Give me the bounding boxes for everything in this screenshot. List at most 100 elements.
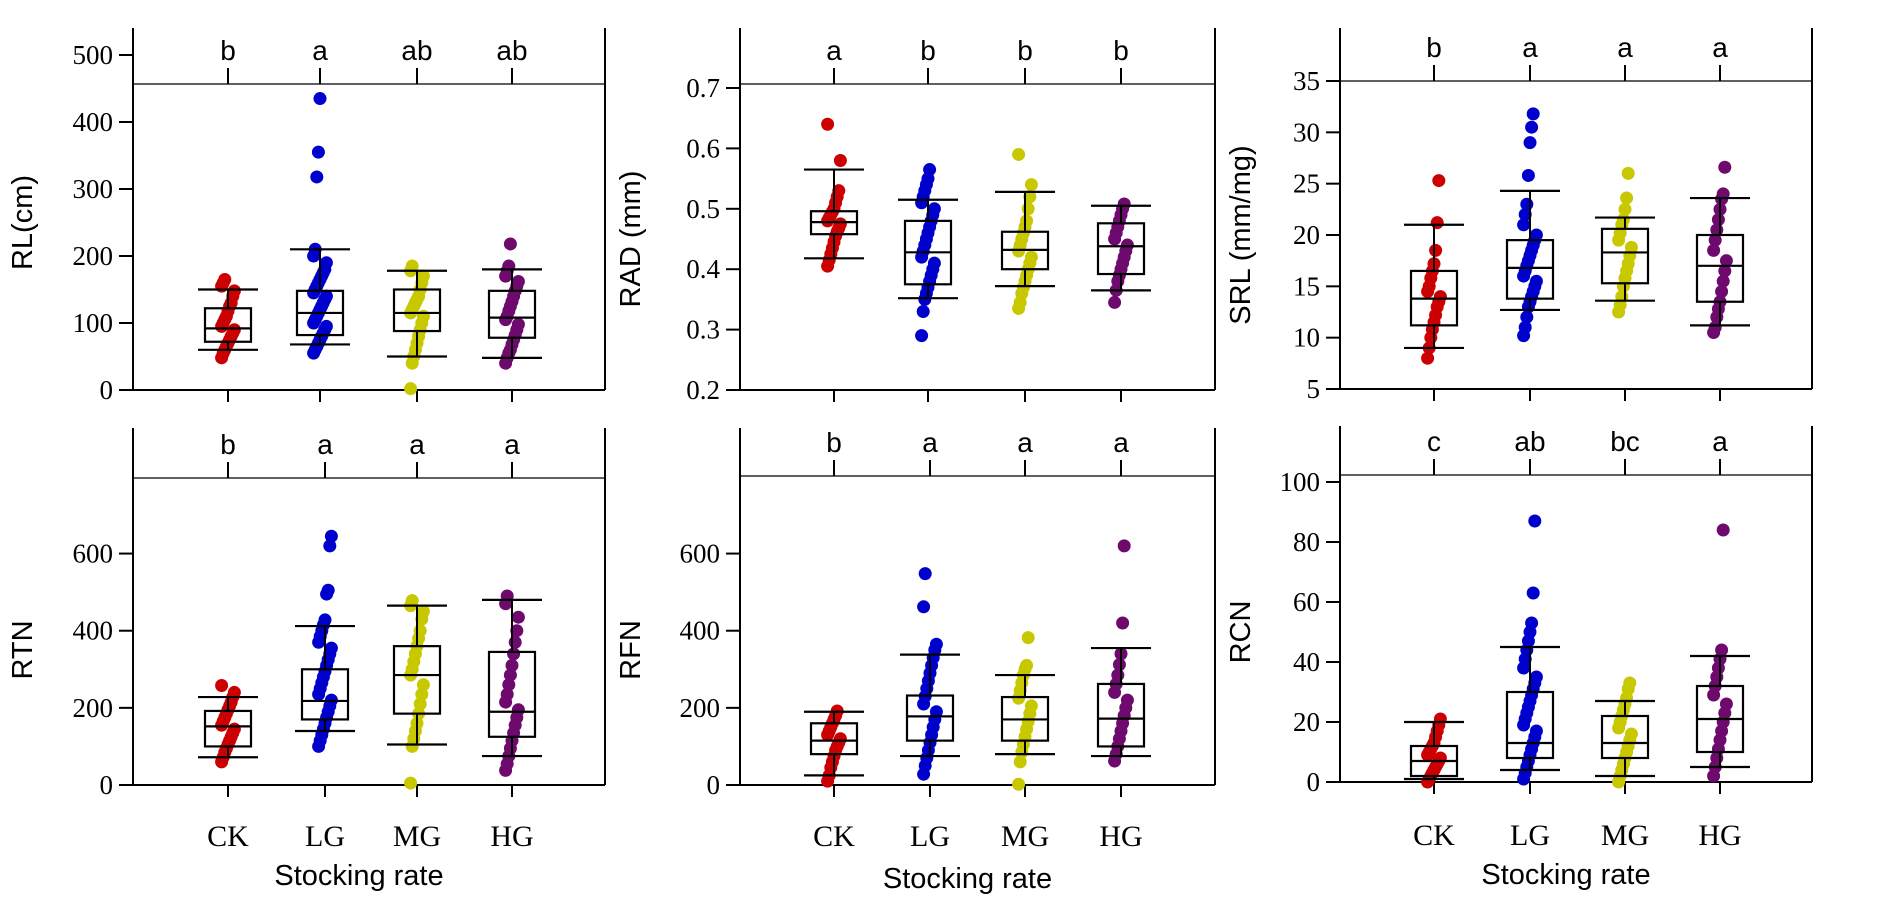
y-tick-label: 80 bbox=[1293, 527, 1320, 557]
data-point bbox=[415, 687, 429, 701]
data-point bbox=[1621, 166, 1635, 180]
y-tick-label: 500 bbox=[73, 40, 114, 70]
data-point bbox=[1012, 777, 1026, 791]
panel-srl-mm-mg: 5 10 15 20 25 30 35 SRL (mm/mg) b a a a bbox=[1225, 28, 1813, 404]
data-point bbox=[1020, 658, 1034, 672]
significance-letter: b bbox=[920, 35, 936, 66]
y-axis-label: RAD (mm) bbox=[615, 171, 647, 308]
significance-letter: bc bbox=[1610, 426, 1640, 457]
group-lg: a LG bbox=[900, 427, 960, 853]
significance-letter: a bbox=[1017, 427, 1033, 458]
significance-letter: b bbox=[1017, 35, 1033, 66]
data-point bbox=[404, 776, 418, 790]
y-tick-label: 600 bbox=[680, 539, 721, 569]
significance-letter: a bbox=[504, 429, 520, 460]
data-point bbox=[1624, 240, 1638, 254]
group-lg: a bbox=[290, 35, 350, 402]
group-mg: b bbox=[995, 35, 1055, 402]
significance-letter: a bbox=[409, 429, 425, 460]
data-point bbox=[1433, 751, 1447, 765]
data-point bbox=[511, 274, 525, 288]
data-point bbox=[313, 92, 327, 106]
y-tick-label: 0 bbox=[100, 375, 114, 405]
data-point bbox=[507, 647, 521, 661]
data-point bbox=[1421, 351, 1435, 365]
data-point bbox=[1112, 658, 1126, 672]
data-point bbox=[311, 145, 325, 159]
data-point bbox=[1013, 755, 1027, 769]
y-tick-label: 40 bbox=[1293, 647, 1320, 677]
y-tick-label: 0.7 bbox=[686, 73, 720, 103]
y-axis-label: RFN bbox=[615, 620, 647, 680]
data-point bbox=[929, 705, 943, 719]
significance-letter: a bbox=[1522, 32, 1538, 63]
data-point bbox=[416, 309, 430, 323]
significance-letter: a bbox=[1712, 32, 1728, 63]
data-point bbox=[1521, 168, 1535, 182]
group-hg: a bbox=[1690, 32, 1750, 401]
data-point bbox=[1529, 724, 1543, 738]
data-point bbox=[1117, 197, 1131, 211]
data-point bbox=[416, 678, 430, 692]
data-point bbox=[227, 323, 241, 337]
data-point bbox=[218, 272, 232, 286]
data-point bbox=[1433, 712, 1447, 726]
group-hg: b bbox=[1091, 35, 1151, 402]
category-label: HG bbox=[490, 820, 533, 853]
y-tick-label: 0.4 bbox=[686, 254, 720, 284]
data-point bbox=[505, 658, 519, 672]
data-point bbox=[821, 117, 835, 131]
data-point bbox=[1520, 197, 1534, 211]
y-tick-label: 400 bbox=[680, 616, 721, 646]
y-tick-label: 200 bbox=[73, 241, 114, 271]
y-tick-label: 0.2 bbox=[686, 375, 720, 405]
data-point bbox=[1708, 233, 1722, 247]
data-point bbox=[929, 637, 943, 651]
group-ck: b CK bbox=[804, 427, 864, 853]
data-point bbox=[1715, 643, 1729, 657]
data-point bbox=[413, 624, 427, 638]
significance-letter: ab bbox=[1514, 426, 1545, 457]
data-point bbox=[215, 678, 229, 692]
category-label: MG bbox=[393, 820, 441, 853]
data-point bbox=[1117, 539, 1131, 553]
group-ck: b CK bbox=[198, 429, 258, 853]
group-ck: a bbox=[804, 35, 864, 402]
group-ck: c CK bbox=[1404, 426, 1464, 852]
data-point bbox=[324, 529, 338, 543]
y-tick-label: 30 bbox=[1293, 117, 1320, 147]
significance-letter: b bbox=[220, 35, 236, 66]
y-tick-label: 0 bbox=[1307, 767, 1321, 797]
data-point bbox=[927, 202, 941, 216]
y-tick-label: 400 bbox=[73, 616, 114, 646]
data-point bbox=[1708, 320, 1722, 334]
y-tick-label: 10 bbox=[1293, 323, 1320, 353]
data-point bbox=[1526, 107, 1540, 121]
x-axis-label: Stocking rate bbox=[274, 860, 443, 892]
group-ck: b bbox=[1404, 32, 1464, 401]
y-tick-label: 15 bbox=[1293, 271, 1320, 301]
panel-rad-mm: 0.2 0.3 0.4 0.5 0.6 0.7 RAD (mm) a b b b bbox=[615, 28, 1216, 405]
data-point bbox=[915, 329, 929, 343]
y-tick-label: 0 bbox=[707, 770, 721, 800]
data-point bbox=[318, 613, 332, 627]
data-point bbox=[227, 685, 241, 699]
significance-letter: b bbox=[1426, 32, 1442, 63]
data-point bbox=[511, 317, 525, 331]
data-point bbox=[923, 163, 937, 177]
data-point bbox=[503, 668, 517, 682]
significance-letter: b bbox=[1113, 35, 1129, 66]
y-tick-label: 200 bbox=[680, 693, 721, 723]
data-point bbox=[511, 703, 525, 717]
data-point bbox=[227, 722, 241, 736]
x-axis-label: Stocking rate bbox=[883, 863, 1052, 895]
data-point bbox=[500, 687, 514, 701]
data-point bbox=[416, 269, 430, 283]
y-tick-label: 100 bbox=[1280, 467, 1321, 497]
y-tick-label: 0.5 bbox=[686, 194, 720, 224]
category-label: LG bbox=[305, 820, 345, 853]
data-point bbox=[1529, 228, 1543, 242]
y-axis-label: RL(cm) bbox=[7, 175, 39, 270]
data-point bbox=[1624, 727, 1638, 741]
data-point bbox=[324, 641, 338, 655]
